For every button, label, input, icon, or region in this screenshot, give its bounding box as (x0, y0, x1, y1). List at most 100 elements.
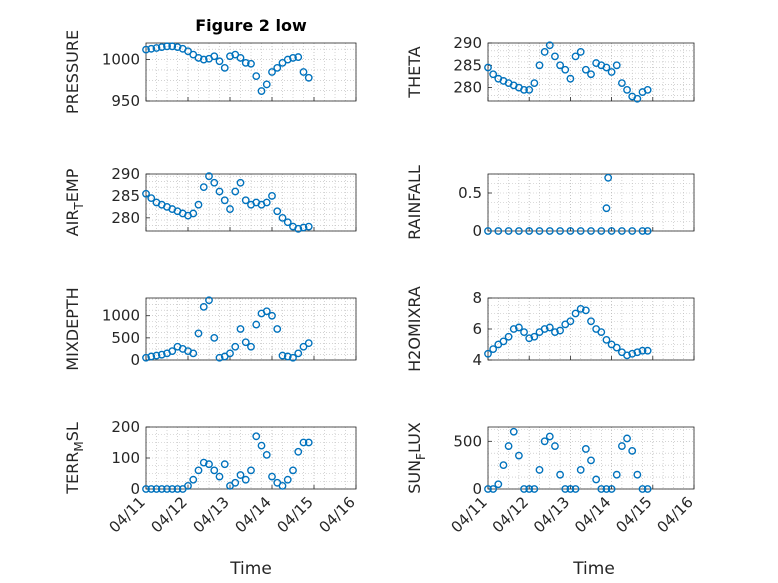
data-point (194, 329, 203, 338)
data-point (236, 54, 245, 62)
data-point (304, 438, 313, 447)
data-point (551, 442, 559, 450)
data-point (566, 74, 575, 83)
data-point (525, 485, 534, 493)
data-point (189, 209, 198, 218)
data-point (545, 323, 554, 332)
data-point (252, 72, 261, 81)
data-point (566, 227, 575, 235)
data-point (597, 328, 606, 336)
data-point (247, 466, 255, 475)
data-point (299, 68, 308, 76)
data-point (205, 296, 213, 305)
data-point (205, 460, 213, 469)
y-tick-label: 285 (111, 187, 140, 205)
data-point (236, 471, 245, 479)
x-tick-label: 04/12 (148, 493, 191, 536)
data-point (304, 339, 313, 348)
data-point (540, 48, 549, 56)
data-point (268, 311, 276, 320)
data-point (535, 227, 544, 235)
data-point (551, 52, 559, 61)
data-point (157, 485, 166, 493)
x-tick-label: 04/12 (489, 493, 532, 536)
data-point (147, 485, 156, 493)
data-point (587, 456, 595, 465)
data-point (602, 485, 611, 493)
data-point (576, 304, 585, 313)
data-point (509, 325, 518, 333)
data-point (612, 343, 621, 352)
data-point (643, 346, 652, 355)
data-point (535, 466, 544, 474)
data-point (623, 85, 631, 94)
data-point (220, 63, 229, 72)
data-point (304, 222, 313, 231)
subplot-pressure: 950 1000 PRESSURE (63, 30, 357, 114)
data-point (231, 342, 240, 351)
data-point (581, 306, 590, 315)
data-point (283, 475, 292, 484)
data-point (530, 485, 539, 493)
data-point (299, 223, 308, 232)
data-point (520, 328, 528, 336)
x-tick-label: 04/14 (571, 493, 614, 536)
data-point (520, 485, 528, 493)
data-point (262, 80, 271, 89)
data-point (226, 349, 234, 358)
data-point (289, 353, 297, 362)
y-tick-label: 285 (453, 56, 482, 74)
data-point (226, 205, 234, 213)
data-point (597, 485, 606, 493)
data-point (633, 470, 642, 479)
y-tick-label: 4 (472, 351, 482, 369)
data-point (587, 317, 595, 326)
y-tick-label: 200 (111, 418, 140, 436)
data-point (633, 94, 642, 103)
data-point (489, 70, 498, 79)
y-tick-label: 280 (111, 209, 140, 227)
data-point (299, 438, 308, 447)
data-point (220, 196, 229, 205)
data-point (294, 53, 303, 61)
data-point (556, 326, 564, 335)
data-point (231, 478, 240, 487)
data-point (283, 55, 292, 64)
data-point (556, 61, 564, 70)
subplot-mixdepth: 0 500 1000 MIXDEPTH (63, 287, 357, 371)
data-point (294, 349, 303, 358)
data-point (152, 485, 161, 493)
data-point (194, 200, 203, 209)
data-point (581, 445, 590, 453)
data-point (257, 441, 266, 450)
y-tick-label: 6 (472, 320, 482, 338)
data-point (604, 173, 613, 182)
data-point (504, 227, 513, 235)
data-point (618, 442, 626, 450)
data-point (189, 349, 198, 358)
data-point (515, 451, 523, 460)
subplot-rainfall: 0 0.5 RAINFALL (405, 165, 695, 240)
data-point (576, 48, 585, 56)
data-point (525, 227, 534, 235)
data-point (618, 79, 626, 88)
data-point (304, 73, 313, 82)
data-point (499, 337, 508, 346)
data-point (215, 353, 224, 362)
y-axis-label: SUNFLUX (405, 422, 428, 494)
data-point (566, 317, 575, 326)
data-point (587, 70, 595, 79)
data-point (489, 485, 498, 493)
data-point (504, 442, 513, 450)
data-point (643, 227, 652, 235)
y-axis-label: AIRTEMP (63, 168, 86, 236)
data-point (273, 207, 282, 216)
data-point (299, 342, 308, 351)
data-point (278, 481, 287, 490)
data-point (556, 470, 564, 479)
x-tick-label: 04/13 (530, 493, 573, 536)
data-point (262, 450, 271, 459)
data-point (142, 353, 150, 362)
y-tick-label: 0 (130, 351, 140, 369)
